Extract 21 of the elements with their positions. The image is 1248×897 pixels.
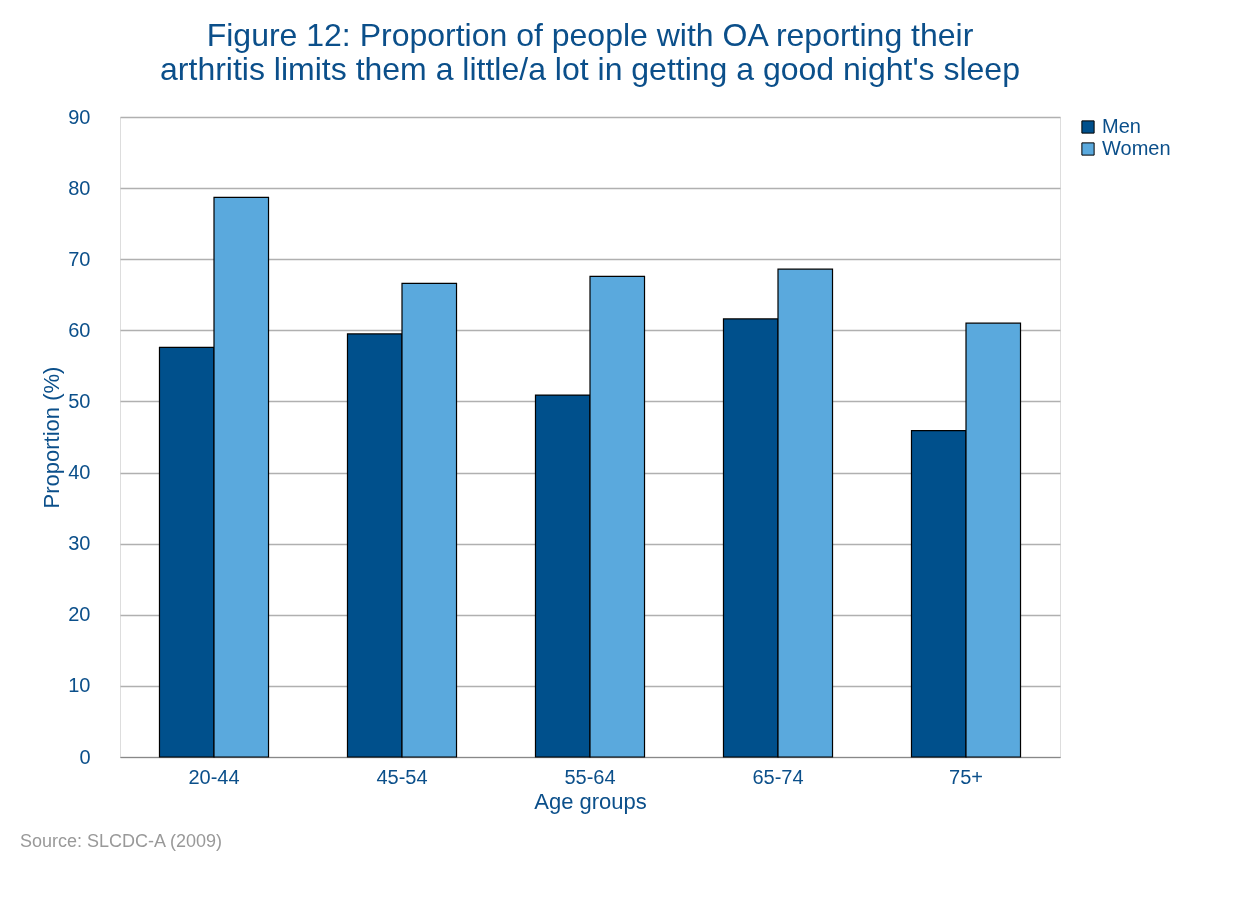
legend-label: Women xyxy=(1102,137,1171,159)
x-tick-label: 75+ xyxy=(949,765,983,788)
y-axis-title: Proportion (%) xyxy=(39,366,65,509)
source-note: Source: SLCDC-A (2009) xyxy=(20,831,223,851)
y-tick-label: 0 xyxy=(79,745,91,768)
legend-label: Men xyxy=(1102,115,1141,137)
x-axis-title: Age groups xyxy=(534,788,647,814)
y-tick-label: 80 xyxy=(68,176,91,199)
x-tick-label: 65-74 xyxy=(752,765,804,788)
y-tick-label: 30 xyxy=(68,532,91,555)
y-tick-label: 20 xyxy=(68,603,91,626)
y-tick-label: 90 xyxy=(68,105,91,128)
x-tick-label: 45-54 xyxy=(376,765,428,788)
y-tick-label: 10 xyxy=(68,674,91,697)
y-tick-label: 60 xyxy=(68,318,91,341)
y-tick-label: 50 xyxy=(68,389,91,412)
x-tick-label: 20-44 xyxy=(188,765,240,788)
y-tick-label: 70 xyxy=(68,247,91,270)
chart-title: Figure 12: Proportion of people with OA reporting their arthritis limits them a little/a lot in getting a good night's sleep xyxy=(160,17,1020,87)
y-tick-label: 40 xyxy=(68,461,91,484)
x-tick-label: 55-64 xyxy=(564,765,616,788)
